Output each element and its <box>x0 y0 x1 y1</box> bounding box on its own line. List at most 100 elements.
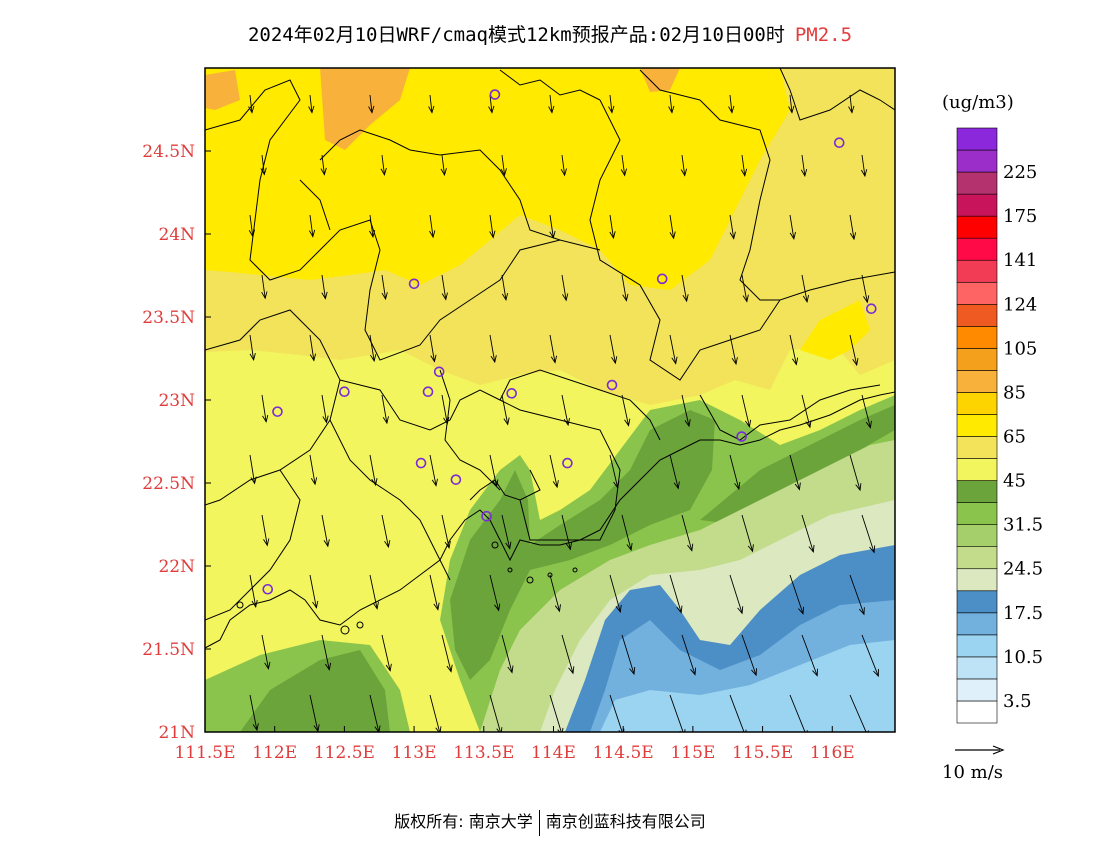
wind-scale-label: 10 m/s <box>942 762 1003 783</box>
wind-arrow <box>369 574 378 609</box>
station-marker <box>866 303 877 315</box>
wind-arrow <box>849 334 858 366</box>
wind-arrowhead <box>744 419 752 428</box>
wind-arrowhead <box>308 229 316 238</box>
wind-arrow <box>609 454 619 488</box>
x-axis: 111.5E 112E 112.5E 113E 113.5E 114E 114.5E 115E… <box>174 726 855 763</box>
title-main: 2024年02月10日WRF/cmaq模式12km预报产品:02月10日00时 <box>247 24 785 46</box>
wind-arrow <box>381 154 385 175</box>
station-marker <box>606 379 618 391</box>
station-marker <box>833 137 845 148</box>
wind-arrow <box>621 514 632 551</box>
wind-arrow <box>669 574 682 613</box>
wind-arrowhead <box>682 294 689 303</box>
wind-arrow <box>261 514 268 546</box>
wind-arrowhead <box>444 540 451 549</box>
wind-arrow <box>561 154 566 176</box>
wind-arrowhead <box>249 353 256 362</box>
wind-arrowhead <box>372 601 379 610</box>
wind-arrowhead <box>858 607 865 616</box>
island <box>572 567 578 573</box>
wind-arrow <box>501 514 511 549</box>
wind-arrow <box>681 274 688 302</box>
wind-arrowhead <box>369 230 376 239</box>
wind-arrowhead <box>852 358 859 367</box>
wind-arrowhead <box>320 167 327 176</box>
wind-arrowhead <box>261 291 268 300</box>
wind-arrowhead <box>489 230 496 239</box>
x-tick-label: 112.5E <box>314 743 375 763</box>
wind-arrowhead <box>496 727 503 732</box>
wind-arrow <box>261 394 267 422</box>
map-title: 2024年02月10日WRF/cmaq模式12km预报产品:02月10日00时 P… <box>0 20 1100 47</box>
wind-arrowhead <box>251 599 258 608</box>
colorbar-label: 17.5 <box>1003 603 1043 624</box>
wind-arrow <box>441 634 452 672</box>
colorbar-swatch <box>956 590 998 614</box>
wind-arrow <box>801 274 808 302</box>
field-band-85-c <box>640 68 680 92</box>
colorbar-label: 124 <box>1003 294 1037 315</box>
boundary-line-11 <box>205 469 301 621</box>
colorbar-label: 65 <box>1003 427 1026 448</box>
wind-arrowhead <box>865 420 872 429</box>
wind-arrowhead <box>554 604 561 613</box>
wind-arrow <box>789 694 806 732</box>
colorbar-swatch <box>956 634 998 658</box>
wind-arrow <box>261 154 265 175</box>
wind-arrowhead <box>669 231 676 240</box>
wind-arrowhead <box>429 230 436 239</box>
admin-boundaries <box>205 68 895 621</box>
wind-arrowhead <box>263 538 270 547</box>
wind-arrow <box>429 94 433 113</box>
x-tick-label: 114E <box>531 743 576 763</box>
colorbar-label: 24.5 <box>1003 559 1043 580</box>
station-marker <box>736 431 747 442</box>
y-tick-label: 24N <box>158 225 195 245</box>
island <box>340 625 350 635</box>
x-tick-label: 112E <box>252 743 297 763</box>
x-tick-label: 114.5E <box>593 743 654 763</box>
colorbar-swatch <box>956 458 998 481</box>
wind-arrowhead <box>440 168 447 177</box>
field-band-green-dark <box>450 410 715 680</box>
colorbar-label: 85 <box>1003 382 1026 403</box>
wind-arrowhead <box>384 540 391 549</box>
wind-arrow <box>669 694 684 732</box>
footer-left: 版权所有: 南京大学 <box>394 812 533 831</box>
wind-arrow <box>249 694 258 731</box>
station-marker <box>450 474 462 485</box>
wind-arrowhead <box>549 230 556 239</box>
wind-arrowhead <box>611 356 618 365</box>
wind-arrow <box>441 154 445 176</box>
x-tick-label: 116E <box>810 743 855 763</box>
wind-arrow <box>249 334 255 360</box>
wind-arrow <box>441 394 448 424</box>
y-tick-label: 22N <box>158 557 195 577</box>
wind-scale-reference: 10 m/s <box>942 745 1005 783</box>
station-marker <box>408 278 420 290</box>
wind-arrow <box>741 154 746 176</box>
colorbar <box>956 127 998 724</box>
colorbar-swatch <box>956 700 998 724</box>
wind-arrowhead <box>671 356 678 365</box>
colorbar-label: 225 <box>1003 162 1037 183</box>
wind-arrowhead <box>613 480 620 489</box>
wind-arrow <box>309 334 315 361</box>
colorbar-swatch <box>956 612 998 636</box>
wind-arrow <box>249 214 254 237</box>
wind-arrowhead <box>380 167 387 176</box>
wind-arrowhead <box>507 665 514 674</box>
field-band-pale-blue <box>600 640 895 732</box>
wind-arrowhead <box>565 542 572 551</box>
wind-arrow <box>669 334 677 364</box>
wind-arrowhead <box>737 606 744 615</box>
boundary-line-4 <box>699 99 780 301</box>
colorbar-swatch <box>956 193 998 217</box>
y-tick-label: 24.5N <box>142 142 195 162</box>
colorbar-swatch <box>956 326 998 349</box>
x-tick-label: 111.5E <box>174 743 235 763</box>
station-marker <box>422 386 434 398</box>
wind-arrowhead <box>863 295 870 304</box>
wind-arrowhead <box>563 418 570 427</box>
